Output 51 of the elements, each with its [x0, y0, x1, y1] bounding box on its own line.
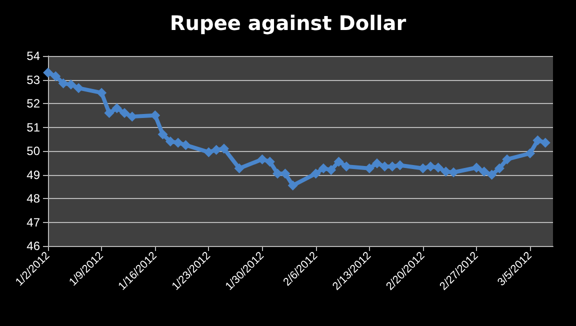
point	[372, 158, 382, 168]
point	[58, 78, 68, 88]
point	[318, 163, 328, 174]
point	[150, 110, 160, 120]
y-tick-label: 50	[26, 144, 40, 158]
point	[127, 112, 138, 122]
point	[218, 144, 229, 154]
point	[257, 154, 268, 164]
point	[418, 163, 428, 174]
point	[104, 108, 114, 118]
point	[173, 138, 184, 148]
point	[502, 154, 512, 164]
point	[74, 83, 84, 94]
point	[66, 80, 76, 90]
point	[288, 180, 298, 190]
point	[479, 166, 490, 177]
point	[96, 88, 107, 98]
point	[50, 71, 61, 82]
y-tick-label: 49	[26, 168, 40, 182]
point	[494, 163, 504, 174]
point	[440, 166, 451, 177]
point	[43, 68, 53, 78]
point	[204, 147, 214, 158]
point	[120, 108, 130, 118]
point	[180, 140, 191, 150]
y-tick-label: 51	[26, 120, 40, 134]
y-tick-label: 54	[26, 49, 40, 63]
point	[310, 168, 321, 179]
point	[211, 144, 222, 155]
point	[264, 156, 275, 167]
point	[165, 136, 176, 146]
point	[532, 135, 543, 146]
point	[448, 167, 459, 178]
point	[112, 103, 122, 114]
point	[486, 170, 497, 180]
point	[334, 156, 344, 167]
point	[525, 148, 536, 158]
y-tick-label: 53	[26, 72, 40, 87]
point	[158, 129, 168, 140]
chart-title: Rupee against Dollar	[170, 11, 406, 35]
y-tick-label: 52	[26, 96, 40, 110]
point	[326, 165, 336, 175]
y-tick-label: 48	[26, 192, 40, 206]
point	[341, 161, 352, 172]
point	[540, 138, 550, 148]
y-tick-label: 47	[26, 215, 40, 230]
point	[433, 162, 444, 173]
point	[234, 163, 244, 174]
point	[471, 162, 482, 173]
point	[394, 160, 405, 170]
y-tick-label: 46	[26, 239, 40, 253]
